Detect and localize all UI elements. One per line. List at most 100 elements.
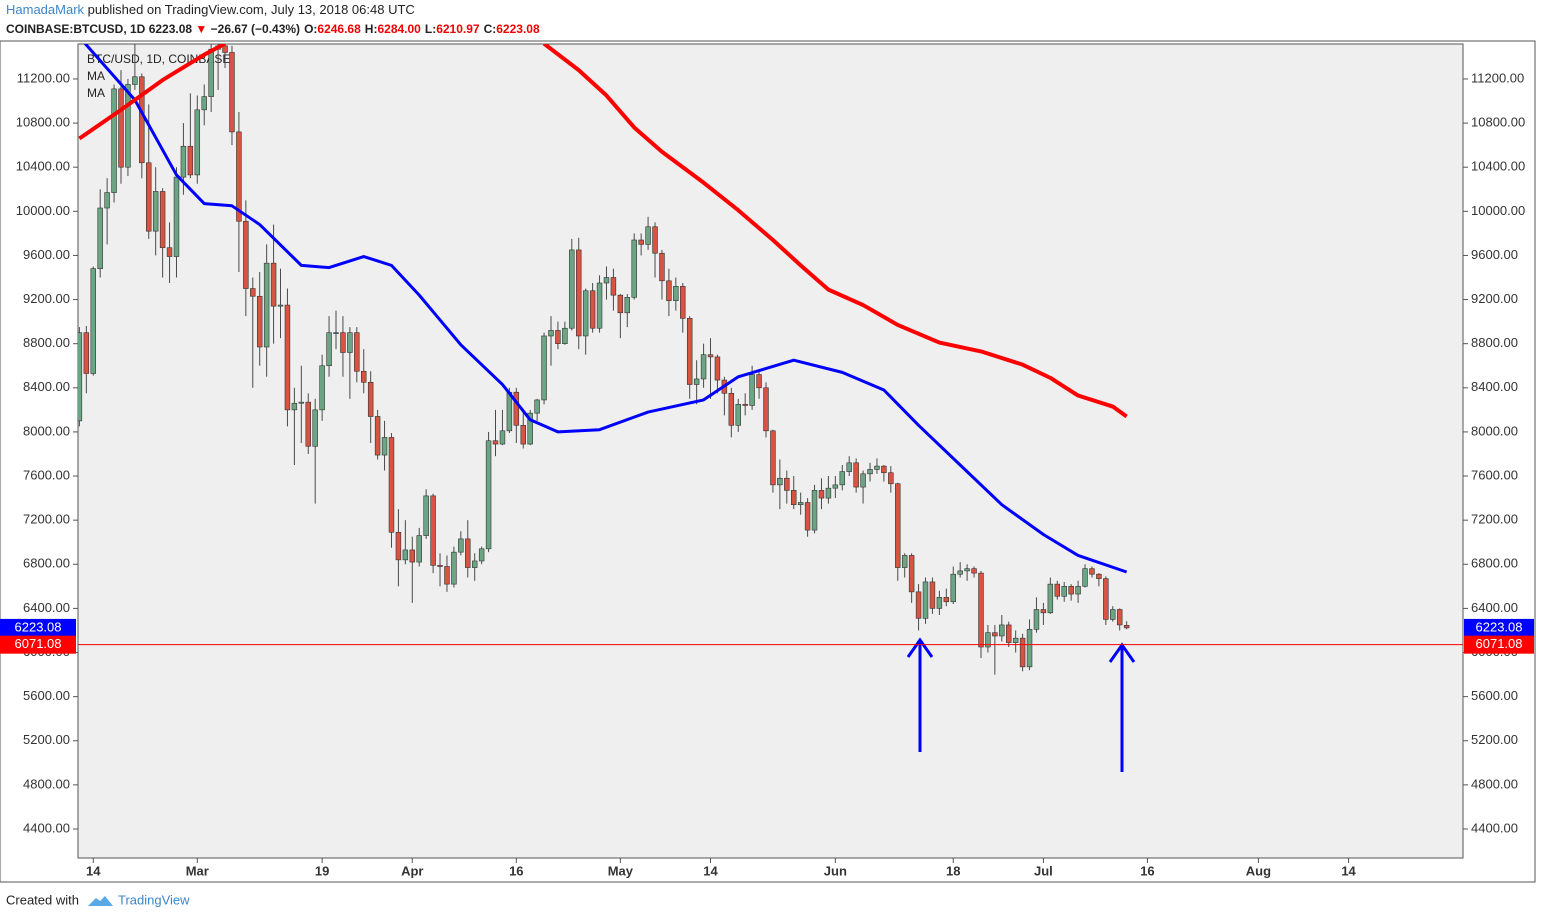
candle-body bbox=[901, 555, 908, 568]
candle-body bbox=[1047, 583, 1054, 614]
candle-body bbox=[180, 145, 187, 178]
candle-body bbox=[416, 535, 422, 563]
candle-body bbox=[784, 477, 790, 491]
candle-body bbox=[680, 286, 686, 319]
arrow-head bbox=[906, 637, 934, 658]
candle-body bbox=[312, 409, 318, 447]
candle-body bbox=[617, 294, 624, 314]
y-tick-label: 9600.00 bbox=[23, 247, 70, 262]
candle-body bbox=[111, 88, 117, 193]
logo bbox=[88, 896, 113, 906]
x-tick-label: 16 bbox=[509, 863, 523, 878]
footer-brand[interactable]: TradingView bbox=[118, 892, 190, 907]
price-label: 6071.08 bbox=[15, 636, 62, 651]
y-tick-label: 5200.00 bbox=[1471, 732, 1518, 747]
candle-body bbox=[728, 393, 735, 426]
candle-body bbox=[804, 502, 811, 531]
candle-body bbox=[173, 176, 180, 257]
candle-body bbox=[631, 239, 637, 298]
y-tick-label: 11200.00 bbox=[17, 70, 70, 85]
price-label: 6223.08 bbox=[15, 619, 62, 634]
y-tick-label: 7600.00 bbox=[1471, 467, 1518, 482]
y-tick-label: 9200.00 bbox=[23, 291, 70, 306]
candle-body bbox=[950, 573, 956, 603]
candle-body bbox=[624, 297, 631, 314]
ma-line bbox=[78, 44, 226, 141]
candle-body bbox=[451, 551, 457, 585]
y-tick-label: 8000.00 bbox=[1471, 423, 1518, 438]
candle-body bbox=[867, 469, 873, 475]
candle-body bbox=[908, 555, 915, 593]
candle-body bbox=[104, 192, 110, 209]
x-tick-label: 14 bbox=[1341, 863, 1356, 878]
candle-body bbox=[659, 252, 665, 282]
candle-body bbox=[236, 131, 242, 222]
candle-body bbox=[541, 335, 547, 401]
y-tick-label: 10000.00 bbox=[1471, 203, 1525, 218]
candle-body bbox=[499, 430, 506, 445]
candle-body bbox=[860, 473, 866, 488]
candle-body bbox=[222, 45, 228, 53]
candle-body bbox=[576, 249, 582, 337]
y-tick-label: 7200.00 bbox=[23, 512, 70, 527]
ohlc-value: 6284.00 bbox=[377, 22, 421, 36]
candle-body bbox=[999, 624, 1005, 637]
candle-body bbox=[506, 391, 513, 432]
marks bbox=[78, 44, 1130, 675]
candle-body bbox=[125, 84, 131, 168]
candle-body bbox=[83, 332, 90, 374]
y-tick-label: 10000.00 bbox=[16, 203, 70, 218]
y-tick-label: 8800.00 bbox=[1471, 335, 1518, 350]
legend-entry: MA bbox=[87, 69, 105, 83]
candle-body bbox=[458, 538, 464, 553]
candle-body bbox=[367, 381, 374, 417]
y-tick-label: 10400.00 bbox=[1471, 159, 1525, 174]
ohlc-key: C: bbox=[484, 22, 497, 36]
y-tick-label: 10400.00 bbox=[16, 159, 70, 174]
candle-body bbox=[527, 412, 533, 445]
candle-body bbox=[957, 570, 963, 575]
candle-body bbox=[943, 597, 950, 603]
x-tick-label: 14 bbox=[703, 863, 718, 878]
candle-body bbox=[666, 280, 672, 301]
candle-body bbox=[742, 404, 748, 406]
candle-body bbox=[874, 465, 880, 470]
candle-body bbox=[437, 565, 443, 567]
candle-body bbox=[347, 332, 353, 353]
candle-body bbox=[964, 568, 970, 572]
candle-body bbox=[777, 477, 783, 486]
candle-body bbox=[714, 356, 721, 381]
candle-body bbox=[888, 472, 894, 485]
candle-body bbox=[596, 282, 603, 329]
x-tick-label: 16 bbox=[1140, 863, 1154, 878]
candle-body bbox=[430, 495, 436, 566]
candle-body bbox=[1033, 609, 1040, 630]
candle-body bbox=[478, 548, 485, 562]
candle-body bbox=[555, 330, 561, 344]
candle-body bbox=[700, 354, 707, 380]
ohlc: O:6246.68 H:6284.00 L:6210.97 C:6223.08 bbox=[304, 22, 540, 36]
candle-body bbox=[1012, 637, 1019, 643]
y-tick-label: 8400.00 bbox=[23, 379, 70, 394]
candle-body bbox=[610, 277, 617, 296]
symbol: COINBASE:BTCUSD, 1D bbox=[6, 22, 146, 36]
y-tick-label: 9600.00 bbox=[1471, 247, 1518, 262]
candle-body bbox=[374, 416, 381, 456]
candle-body bbox=[270, 262, 277, 307]
candle-body bbox=[423, 495, 429, 536]
candle-body bbox=[825, 487, 832, 499]
header-line1: HamadaMark published on TradingView.com,… bbox=[6, 2, 415, 17]
x-tick-label: Aug bbox=[1246, 863, 1271, 878]
y-tick-label: 6800.00 bbox=[1471, 556, 1518, 571]
candle-body bbox=[645, 226, 651, 245]
y-tick-label: 6400.00 bbox=[23, 600, 70, 615]
candle-body bbox=[159, 191, 166, 249]
price-label-bg bbox=[0, 618, 76, 637]
candle-body bbox=[201, 96, 207, 111]
candle-body bbox=[1054, 583, 1061, 597]
last: 6223.08 bbox=[149, 22, 193, 36]
x-tick-label: Mar bbox=[186, 863, 209, 878]
author: HamadaMark bbox=[6, 2, 85, 17]
candle-body bbox=[1019, 637, 1026, 668]
candle-body bbox=[465, 538, 471, 568]
